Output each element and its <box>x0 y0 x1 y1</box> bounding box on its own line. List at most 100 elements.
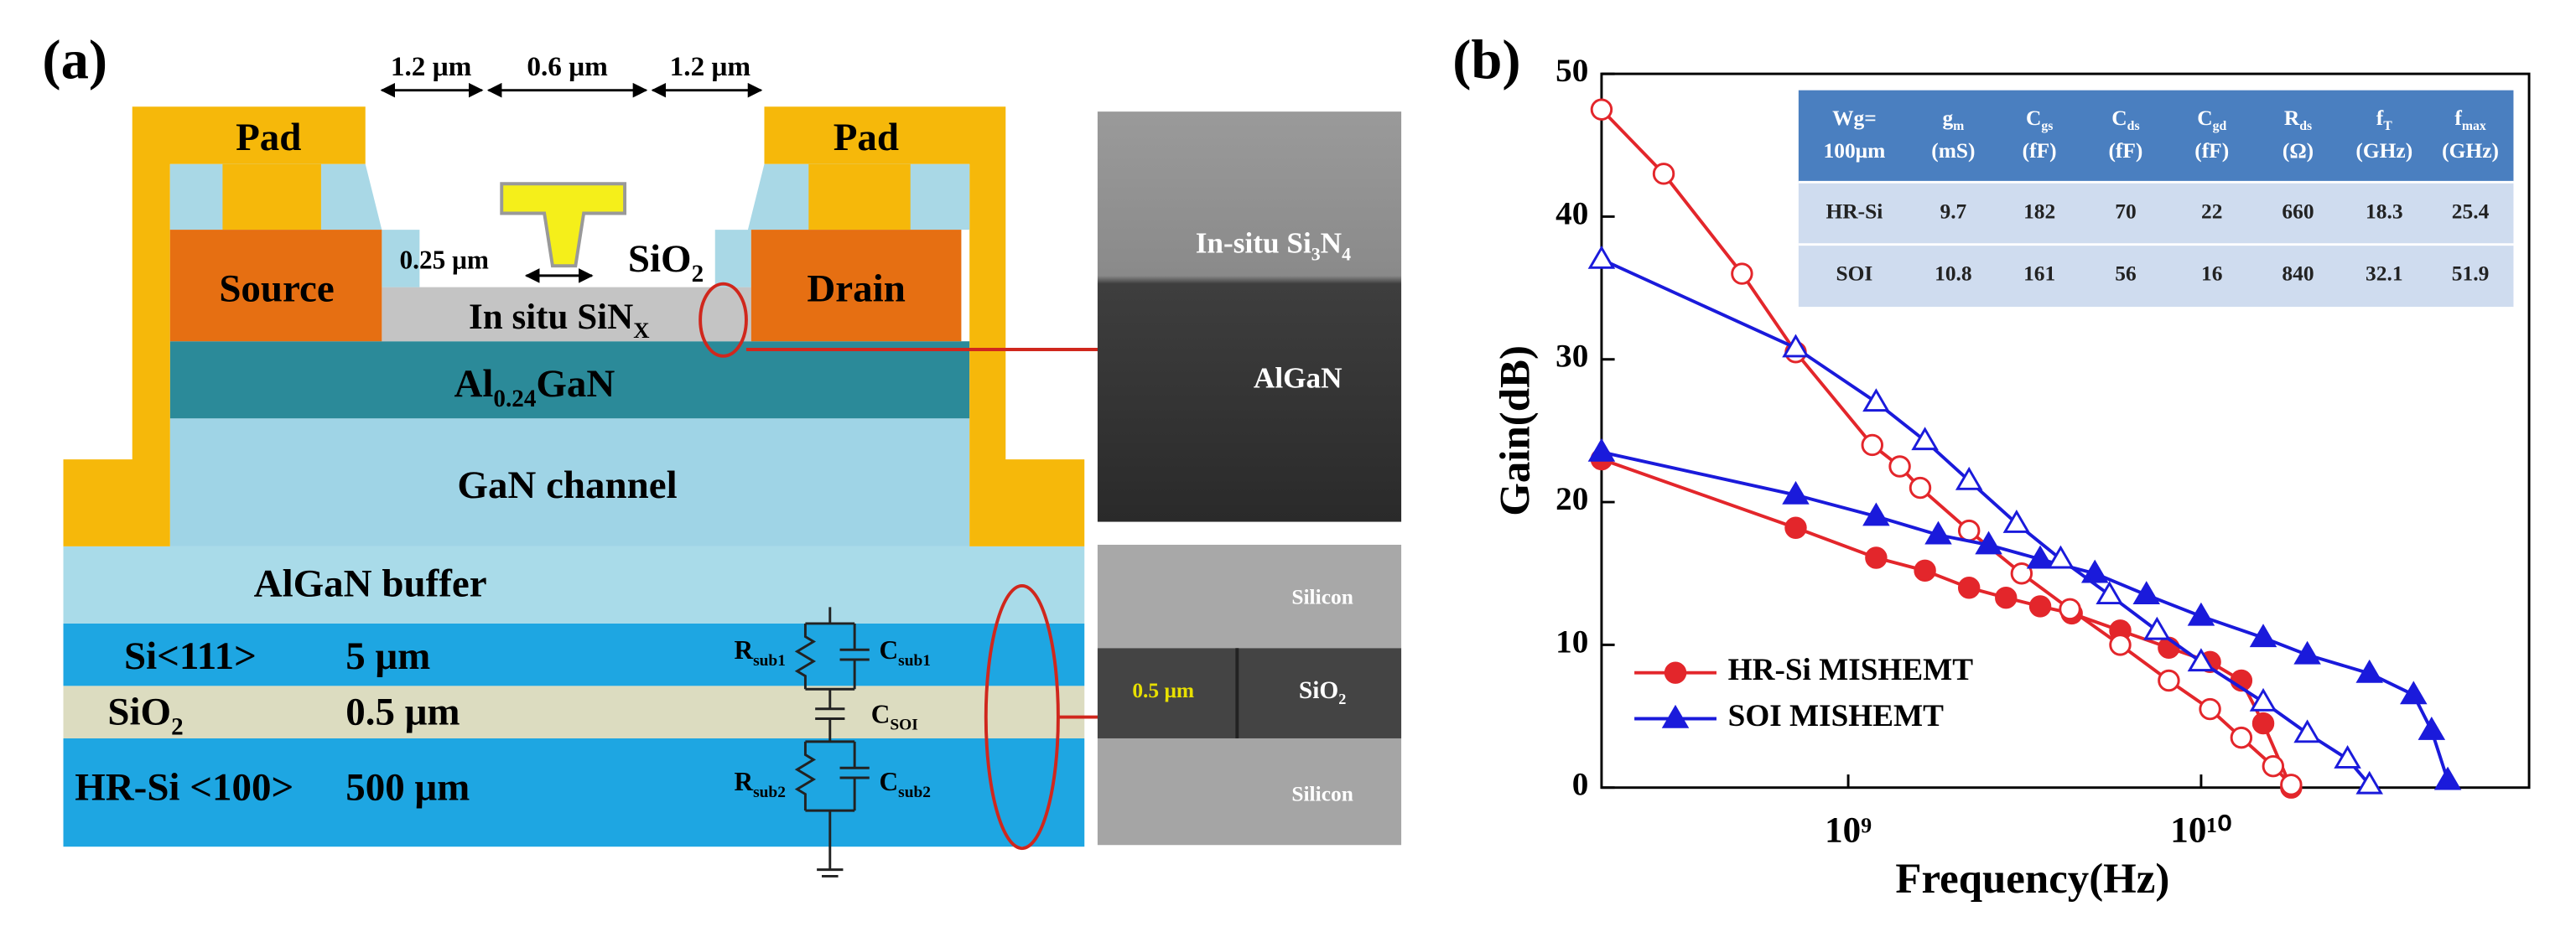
data-point <box>1975 531 2002 555</box>
table-header: Cgd <box>2197 106 2226 133</box>
buffer-layer <box>63 546 1085 624</box>
subscript: sub1 <box>753 652 786 670</box>
data-point <box>2249 687 2277 712</box>
text-part: N <box>1321 227 1342 260</box>
table-header: (fF) <box>2194 138 2229 163</box>
data-point <box>2132 581 2160 605</box>
data-point <box>1957 577 1981 599</box>
subscript: SOI <box>890 716 917 733</box>
subscript: m <box>1953 119 1964 133</box>
table-header: Rds <box>2284 106 2312 133</box>
table-cell: 22 <box>2201 199 2222 223</box>
data-point <box>2262 754 2285 778</box>
table-header: (GHz) <box>2355 138 2412 163</box>
layer-name: SiO2 <box>107 690 183 740</box>
table-header: 100μm <box>1824 138 1886 163</box>
text-part: g <box>1942 106 1953 130</box>
y-tick-label: 20 <box>1555 481 1588 517</box>
data-point <box>2010 562 2033 585</box>
y-tick-label: 30 <box>1555 339 1588 375</box>
sin-label: In situ SiNX <box>469 298 650 343</box>
device-diagram <box>63 82 1402 878</box>
legend-label: SOI MISHEMT <box>1728 699 1944 733</box>
table-cell: 25.4 <box>2452 199 2490 223</box>
table-cell: 51.9 <box>2452 261 2490 286</box>
sio2-label: SiO2 <box>628 237 704 287</box>
y-tick-label: 10 <box>1555 624 1588 660</box>
pad-label: Pad <box>236 116 301 159</box>
text-part: C <box>2026 106 2041 130</box>
x-tick-label: 10⁹ <box>1825 810 1872 850</box>
tem-label: Silicon <box>1291 781 1353 805</box>
data-point <box>2249 624 2277 648</box>
table-header: (fF) <box>2108 138 2142 163</box>
text-part: R <box>734 767 753 796</box>
tem-label: In-situ Si3N4 <box>1196 227 1351 265</box>
text-part: f <box>2454 106 2462 130</box>
data-point <box>2096 581 2123 605</box>
source-label: Source <box>219 267 334 310</box>
dimension-label: 1.2 μm <box>391 51 472 82</box>
data-point <box>1957 519 1981 542</box>
y-tick-label: 40 <box>1555 195 1588 231</box>
data-point <box>1590 98 1613 121</box>
y-tick-label: 50 <box>1555 53 1588 89</box>
data-point <box>2433 766 2462 790</box>
subscript: 4 <box>1342 245 1351 265</box>
gate-length-label: 0.25 μm <box>399 245 488 274</box>
data-point <box>1587 438 1616 462</box>
legend-marker <box>1661 704 1690 728</box>
dimension-label: 0.6 μm <box>527 51 608 82</box>
data-point <box>2028 595 2052 618</box>
text-part: C <box>880 635 899 665</box>
table-cell: 840 <box>2282 261 2314 286</box>
pad-metal <box>63 106 366 546</box>
algan-label: Al0.24GaN <box>454 362 615 412</box>
pad-via <box>808 163 911 230</box>
table-cell: HR-Si <box>1826 199 1883 223</box>
panel-label: (b) <box>1452 30 1520 91</box>
circuit <box>794 607 870 878</box>
data-point <box>2080 559 2109 583</box>
data-point <box>2355 770 2383 795</box>
x-axis-title: Frequency(Hz) <box>1895 856 2169 903</box>
table-cell: 9.7 <box>1940 199 1966 223</box>
data-point <box>1782 334 1810 358</box>
table-header: Cds <box>2111 106 2139 133</box>
data-point <box>1995 586 2018 609</box>
gan-layer <box>169 418 970 546</box>
table-cell: 56 <box>2115 261 2136 286</box>
subscript: ds <box>2299 119 2312 133</box>
subscript: 2 <box>171 713 184 740</box>
data-point <box>2059 598 2081 621</box>
tem-label: Silicon <box>1291 584 1353 608</box>
si111-layer <box>63 623 1085 686</box>
subscript: sub2 <box>898 784 931 801</box>
data-point <box>1587 245 1616 269</box>
data-point <box>1955 466 1983 490</box>
data-point <box>1784 516 1807 539</box>
data-point <box>1924 520 1952 545</box>
buffer-label: AlGaN buffer <box>254 562 487 606</box>
text-part: R <box>2284 106 2300 130</box>
table-cell: 161 <box>2023 261 2055 286</box>
text-part: f <box>2376 106 2384 130</box>
tem-image <box>1097 738 1402 846</box>
subscript: gs <box>2041 119 2053 133</box>
legend-marker <box>1664 661 1687 684</box>
data-point <box>2293 640 2321 665</box>
text-part: GaN <box>536 362 615 406</box>
data-point <box>1911 427 1939 451</box>
table-cell: 182 <box>2023 199 2055 223</box>
subscript: ds <box>2127 119 2140 133</box>
data-point <box>1909 476 1932 500</box>
subscript: 3 <box>1311 245 1321 265</box>
table-header: (GHz) <box>2442 138 2499 163</box>
text-part: C <box>871 700 891 729</box>
table-cell: 18.3 <box>2366 199 2403 223</box>
table-header: Cgs <box>2026 106 2053 133</box>
layer-thickness: 0.5 μm <box>345 690 460 733</box>
text-part: In situ SiN <box>469 298 633 337</box>
